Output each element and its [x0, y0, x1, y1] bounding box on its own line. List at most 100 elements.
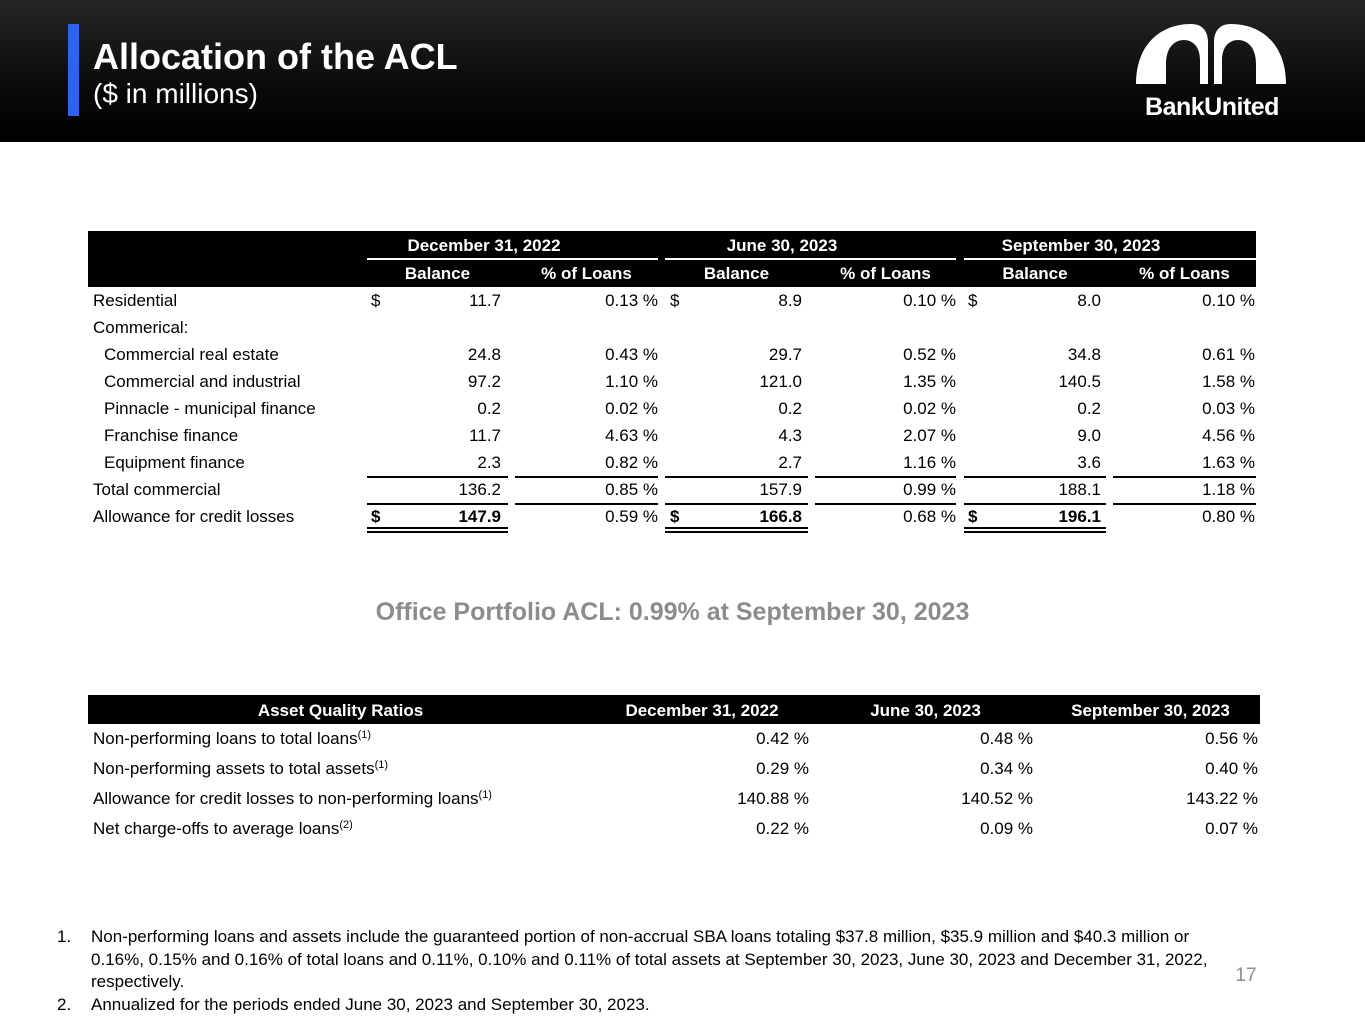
pct-cell: 0.61 % [1202, 345, 1255, 364]
currency-symbol: $ [670, 507, 680, 526]
page-number: 17 [1235, 965, 1257, 986]
footnote-ref: (1) [374, 759, 389, 771]
period-header-sep-2023: September 30, 2023 [1001, 236, 1161, 255]
ratio-value: 0.56 % [1205, 729, 1258, 748]
balance-cell: 0.2 [1077, 399, 1101, 418]
footnote-number: 1. [57, 927, 72, 946]
pct-cell: 0.99 % [903, 480, 956, 499]
ratio-value: 0.22 % [756, 819, 809, 838]
col-header-pct-loans: % of Loans [541, 264, 632, 283]
total-rule [1113, 503, 1256, 505]
header-divider [367, 258, 658, 260]
balance-cell: 157.9 [759, 480, 802, 499]
pct-cell: 1.58 % [1202, 372, 1255, 391]
balance-cell: 2.3 [477, 453, 501, 472]
col-header-balance: Balance [703, 264, 770, 283]
pct-cell: 0.43 % [605, 345, 658, 364]
col-header-pct-loans: % of Loans [840, 264, 931, 283]
double-underline [367, 527, 508, 533]
pct-cell: 0.03 % [1202, 399, 1255, 418]
bankunited-logo-icon [1136, 24, 1286, 84]
balance-cell: 11.7 [469, 291, 501, 310]
pct-cell: 0.59 % [605, 507, 658, 526]
col-header-ratio: Asset Quality Ratios [257, 701, 424, 720]
total-rule [964, 503, 1106, 505]
ratio-value: 0.07 % [1205, 819, 1258, 838]
table-row-total-commercial: Total commercial 136.2 0.85 % 157.9 0.99… [88, 476, 1256, 503]
table-row: Non-performing loans to total loans(1) 0… [88, 724, 1260, 754]
currency-symbol: $ [371, 507, 381, 526]
table-row: Net charge-offs to average loans(2) 0.22… [88, 814, 1260, 844]
double-underline [665, 527, 808, 533]
row-label: Commercial real estate [104, 345, 279, 364]
double-underline [964, 527, 1106, 533]
pct-cell: 4.56 % [1202, 426, 1255, 445]
footnote-text: Annualized for the periods ended June 30… [91, 994, 650, 1014]
col-header-pct-loans: % of Loans [1139, 264, 1230, 283]
row-label: Residential [93, 291, 178, 310]
balance-cell: 140.5 [1058, 372, 1101, 391]
pct-cell: 0.82 % [605, 453, 658, 472]
col-header-dec-2022: December 31, 2022 [625, 701, 779, 720]
table-row-ci: Commercial and industrial 97.2 1.10 % 12… [88, 368, 1256, 395]
footnote-number: 2. [57, 994, 72, 1014]
pct-cell: 2.07 % [903, 426, 956, 445]
pct-cell: 0.85 % [605, 480, 658, 499]
pct-cell: 0.02 % [903, 399, 956, 418]
balance-cell: 29.7 [768, 345, 802, 364]
balance-cell: 136.2 [458, 480, 501, 499]
footnote-ref: (1) [357, 729, 372, 741]
subtotal-rule [815, 476, 956, 478]
table-row-franchise: Franchise finance 11.7 4.63 % 4.3 2.07 %… [88, 422, 1256, 449]
pct-cell: 1.10 % [605, 372, 658, 391]
col-header-jun-2023: June 30, 2023 [870, 701, 981, 720]
currency-symbol: $ [968, 507, 978, 526]
row-label: Commerical: [93, 318, 189, 337]
table-row-acl-total: Allowance for credit losses $ 147.9 0.59… [88, 503, 1256, 533]
table-row-cre: Commercial real estate 24.8 0.43 % 29.7 … [88, 341, 1256, 368]
table-row-equipment: Equipment finance 2.3 0.82 % 2.7 1.16 % … [88, 449, 1256, 476]
slide-title: Allocation of the ACL [93, 36, 458, 77]
balance-cell: 24.8 [467, 345, 501, 364]
office-portfolio-callout: Office Portfolio ACL: 0.99% at September… [375, 598, 970, 626]
footnotes: 1. Non-performing loans and assets inclu… [57, 926, 1217, 1016]
balance-cell: 188.1 [1058, 480, 1101, 499]
ratio-value: 140.88 % [737, 789, 809, 808]
balance-cell: 8.9 [778, 291, 802, 310]
ratio-value: 143.22 % [1186, 789, 1258, 808]
footnote-text: Non-performing loans and assets include … [91, 927, 1208, 991]
pct-cell: 0.13 % [605, 291, 658, 310]
subtotal-rule [367, 476, 508, 478]
pct-cell: 0.10 % [903, 291, 956, 310]
pct-cell: 1.18 % [1202, 480, 1255, 499]
pct-cell: 1.63 % [1202, 453, 1255, 472]
balance-cell: 0.2 [477, 399, 501, 418]
currency-symbol: $ [670, 291, 680, 310]
period-header-dec-2022: December 31, 2022 [407, 236, 561, 255]
balance-cell: 2.7 [778, 453, 802, 472]
subtotal-rule [665, 476, 808, 478]
balance-cell: 3.6 [1077, 453, 1101, 472]
total-rule [515, 503, 658, 505]
row-label: Total commercial [93, 480, 221, 499]
logo-wordmark: BankUnited [1145, 93, 1279, 121]
pct-cell: 0.02 % [605, 399, 658, 418]
table-row-residential: Residential $ 11.7 0.13 % $ 8.9 0.10 % $… [88, 287, 1256, 314]
ratio-value: 0.34 % [980, 759, 1033, 778]
footnote-2: 2. Annualized for the periods ended June… [57, 994, 1217, 1017]
pct-cell: 0.80 % [1202, 507, 1255, 526]
subtotal-rule [1113, 476, 1256, 478]
balance-cell: 4.3 [778, 426, 802, 445]
balance-cell: 121.0 [759, 372, 802, 391]
table-row-commercial-header: Commerical: [88, 314, 1256, 341]
pct-cell: 0.10 % [1202, 291, 1255, 310]
balance-cell: 34.8 [1067, 345, 1101, 364]
slide-subtitle: ($ in millions) [93, 78, 258, 109]
row-label: Pinnacle - municipal finance [104, 399, 316, 418]
currency-symbol: $ [968, 291, 978, 310]
subtotal-rule [964, 476, 1106, 478]
column-header-row: Balance % of Loans Balance % of Loans Ba… [88, 260, 1256, 287]
header-divider [964, 258, 1256, 260]
accent-bar [68, 24, 79, 116]
acl-allocation-table: December 31, 2022 June 30, 2023 Septembe… [88, 231, 1256, 533]
